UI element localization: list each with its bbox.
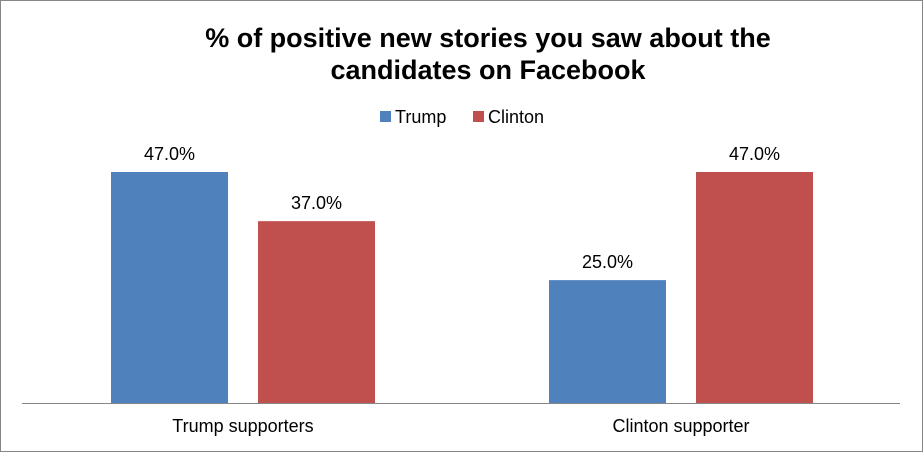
data-label: 25.0% xyxy=(582,252,633,272)
data-label: 37.0% xyxy=(291,193,342,213)
bar-trump-0 xyxy=(111,172,228,403)
bar-clinton-0 xyxy=(258,221,375,403)
data-label: 47.0% xyxy=(144,144,195,164)
legend-label-clinton: Clinton xyxy=(488,107,544,127)
chart-title-line-1: % of positive new stories you saw about … xyxy=(205,23,771,53)
bar-clinton-1 xyxy=(696,172,813,403)
category-label: Trump supporters xyxy=(172,416,313,436)
data-label: 47.0% xyxy=(729,144,780,164)
chart-title-line-2: candidates on Facebook xyxy=(330,55,646,85)
category-label: Clinton supporter xyxy=(612,416,749,436)
legend-swatch-trump xyxy=(380,111,391,122)
bar-trump-1 xyxy=(549,280,666,403)
legend-swatch-clinton xyxy=(473,111,484,122)
legend-label-trump: Trump xyxy=(395,107,446,127)
legend: Trump Clinton xyxy=(380,107,544,127)
